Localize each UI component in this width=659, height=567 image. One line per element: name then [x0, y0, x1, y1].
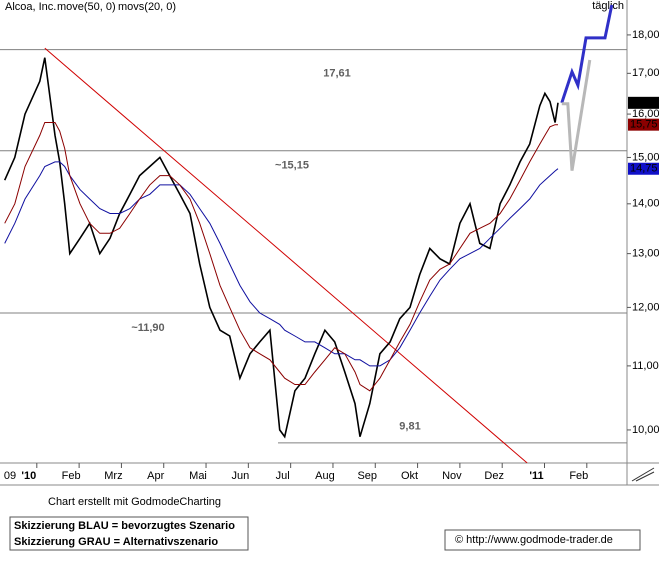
corner-icon: [631, 467, 655, 482]
x-tick-label: Feb: [62, 470, 81, 482]
legend-entry: movs(20, 0): [118, 1, 176, 13]
series-line: [4, 122, 558, 392]
legend-box: [9, 516, 249, 551]
x-tick-label: '10: [21, 470, 36, 482]
trend-line: [44, 47, 528, 463]
price-tag-label: 14,75: [630, 163, 658, 175]
y-tick-label: 12,00: [632, 301, 659, 313]
series-line: [4, 161, 559, 367]
x-tick-label: Sep: [357, 470, 377, 482]
y-tick-label: 18,00: [632, 29, 659, 41]
y-tick-label: 15,00: [632, 151, 659, 163]
legend-box-line: Skizzierung BLAU = bevorzugtes Szenario: [14, 520, 235, 532]
price-tag-label: 15,75: [630, 119, 658, 131]
y-tick-label: 17,00: [632, 67, 659, 79]
y-tick-label: 13,00: [632, 248, 659, 260]
copyright: © http://www.godmode-trader.de: [455, 534, 613, 546]
y-tick-label: 10,00: [632, 424, 659, 436]
legend-box-line: Skizzierung GRAU = Alternativszenario: [14, 536, 218, 548]
x-tick-label: Dez: [484, 470, 504, 482]
x-tick-label: Okt: [401, 470, 418, 482]
price-tag: [628, 118, 659, 131]
x-tick-label: Feb: [569, 470, 588, 482]
x-tick-label: Nov: [442, 470, 462, 482]
price-tag-label: 16,27: [630, 97, 658, 109]
x-tick-label: Mai: [189, 470, 207, 482]
plot: [0, 4, 627, 463]
x-tick-label: '11: [529, 470, 543, 482]
scenario-line: [560, 4, 614, 104]
scenario-line: [561, 59, 592, 171]
y-tick-label: 14,00: [632, 198, 659, 210]
x-tick-label: Jul: [276, 470, 290, 482]
level-label: ~11,90: [131, 322, 164, 334]
x-tick-label: 09: [4, 470, 16, 482]
x-tick-label: Apr: [147, 470, 164, 482]
period-label: täglich: [592, 0, 624, 12]
chart-title: Alcoa, Inc.: [5, 1, 56, 13]
level-label: ~15,15: [275, 160, 309, 172]
price-tag: [628, 162, 659, 175]
x-tick-label: Mrz: [104, 470, 122, 482]
y-tick-label: 16,00: [632, 108, 659, 120]
level-label: 9,81: [399, 421, 420, 433]
credit: Chart erstellt mit GodmodeCharting: [48, 496, 221, 508]
copyright-box: [444, 529, 641, 551]
x-tick-label: Aug: [315, 470, 335, 482]
legend-entry: move(50, 0): [57, 1, 116, 13]
x-tick-label: Jun: [231, 470, 249, 482]
level-label: 17,61: [323, 68, 351, 80]
price-tag: [628, 96, 659, 109]
y-tick-label: 11,00: [632, 360, 659, 372]
